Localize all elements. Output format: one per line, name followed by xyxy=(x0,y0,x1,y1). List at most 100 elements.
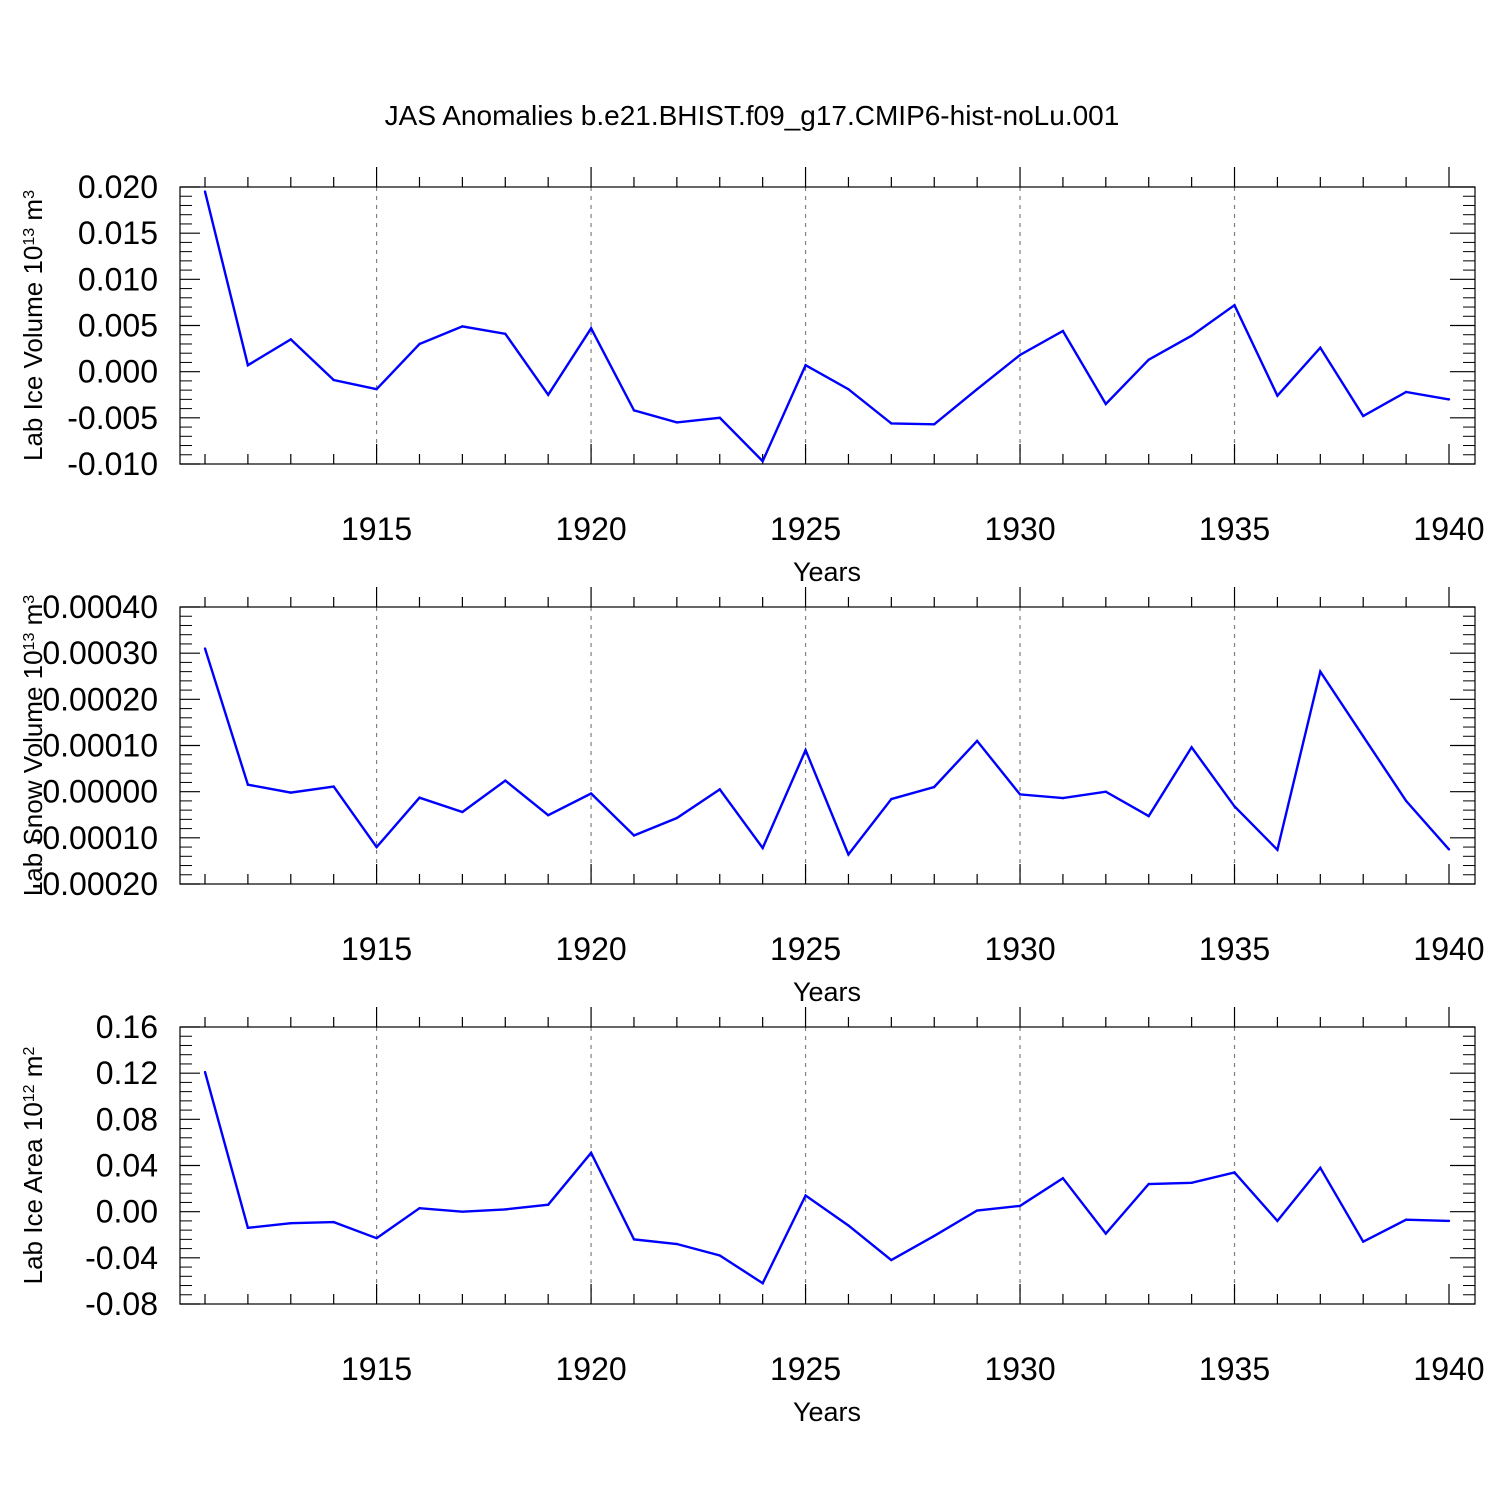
data-point xyxy=(675,421,679,424)
chart-panel-1: -0.010 -0.005 0.000 0.005 0.010 0.015 0.020 191… xyxy=(18,167,1485,587)
panels-group: -0.010 -0.005 0.000 0.005 0.010 0.015 0.020 191… xyxy=(18,167,1485,1427)
data-point xyxy=(289,338,292,341)
data-point xyxy=(890,1258,893,1262)
chart-panel-2: -0.00020 -0.00010 0.00000 0.00010 0.00020 0.0… xyxy=(18,587,1485,1007)
x-tick-label: 1935 xyxy=(1199,1351,1270,1387)
data-point xyxy=(632,1238,636,1241)
series-line xyxy=(203,1071,1450,1285)
y-tick-label: 0.00000 xyxy=(42,774,158,810)
data-point xyxy=(1190,746,1193,749)
data-point xyxy=(1404,799,1408,803)
data-point xyxy=(847,388,850,391)
data-point xyxy=(1404,1218,1408,1221)
y-tick-label: 0.015 xyxy=(78,215,158,251)
y-axis-label-text: m xyxy=(18,199,48,228)
y-axis-label-text: m xyxy=(18,1056,48,1085)
y-tick-label: 0.16 xyxy=(96,1009,158,1045)
x-tick-label: 1940 xyxy=(1413,511,1484,547)
data-point xyxy=(461,325,464,328)
data-point xyxy=(504,1208,507,1211)
chart-panel-3: -0.08 -0.04 0.00 0.04 0.08 0.12 0.16 1915 1920 19… xyxy=(18,1007,1485,1427)
data-point xyxy=(1319,1166,1322,1170)
y-tick-label: 0.00040 xyxy=(42,589,158,625)
data-point xyxy=(332,378,335,382)
data-point xyxy=(1233,805,1236,808)
data-point xyxy=(761,846,764,850)
data-point xyxy=(761,460,764,463)
data-point xyxy=(332,785,335,788)
plot-frame xyxy=(179,1026,1476,1305)
data-point xyxy=(375,845,378,849)
data-point xyxy=(1447,398,1451,401)
data-point xyxy=(1362,1240,1365,1243)
data-point xyxy=(1276,1219,1279,1223)
y-tick-label: 0.00020 xyxy=(42,681,158,717)
y-axis-label: Lab Ice Area 1012 m2 xyxy=(18,1047,48,1285)
x-tick-label: 1925 xyxy=(770,511,841,547)
y-tick-label: 0.12 xyxy=(96,1055,158,1091)
data-point xyxy=(1104,790,1108,793)
y-axis-label-text: Lab Ice Area 10 xyxy=(18,1102,48,1284)
data-point xyxy=(1319,670,1322,673)
x-tick-label: 1915 xyxy=(341,1351,412,1387)
y-tick-label: 0.04 xyxy=(96,1148,158,1184)
y-tick-label: -0.04 xyxy=(85,1240,158,1276)
data-point xyxy=(761,1282,764,1285)
y-tick-label: 0.00 xyxy=(96,1194,158,1230)
data-point xyxy=(546,393,550,396)
data-point xyxy=(632,409,636,412)
data-point xyxy=(804,1194,807,1197)
data-point xyxy=(1061,329,1065,333)
x-tick-label: 1925 xyxy=(770,1351,841,1387)
y-tick-label: -0.00020 xyxy=(32,866,158,902)
y-tick-label: 0.005 xyxy=(78,308,158,344)
y-axis-label: Lab Ice Volume 1013 m3 xyxy=(18,190,48,461)
figure-title: JAS Anomalies b.e21.BHIST.f09_g17.CMIP6-… xyxy=(385,100,1120,131)
x-tick-label: 1925 xyxy=(770,931,841,967)
series-line xyxy=(203,191,1450,464)
data-point xyxy=(718,416,721,420)
y-tick-label: 0.010 xyxy=(78,261,158,297)
y-axis-label-superscript: 2 xyxy=(21,1047,38,1056)
data-point xyxy=(1404,390,1408,394)
data-point xyxy=(1447,1219,1451,1223)
y-tick-label: 0.00030 xyxy=(42,635,158,671)
data-point xyxy=(589,1151,593,1155)
data-point xyxy=(203,190,207,193)
data-point xyxy=(589,792,593,795)
y-tick-label: -0.010 xyxy=(67,446,158,482)
data-point xyxy=(1104,402,1108,406)
series-line xyxy=(203,648,1450,857)
y-axis-label-superscript: 13 xyxy=(21,228,38,246)
data-point xyxy=(1061,796,1065,800)
data-point xyxy=(1018,1204,1022,1208)
y-tick-label: 0.08 xyxy=(96,1101,158,1137)
data-point xyxy=(1061,1176,1065,1180)
y-axis-label-superscript: 3 xyxy=(21,595,38,604)
x-tick-label: 1915 xyxy=(341,931,412,967)
x-tick-label: 1920 xyxy=(555,1351,626,1387)
y-tick-label: -0.005 xyxy=(67,400,158,436)
x-tick-label: 1920 xyxy=(555,931,626,967)
data-point xyxy=(589,327,593,330)
y-axis-label-text: Lab Ice Volume 10 xyxy=(18,246,48,461)
data-point xyxy=(504,332,507,336)
data-point xyxy=(975,1209,979,1212)
data-point xyxy=(1018,793,1022,796)
data-point xyxy=(1104,1232,1108,1235)
data-point xyxy=(418,796,421,799)
data-point xyxy=(718,1254,721,1257)
data-point xyxy=(1190,334,1193,337)
data-point xyxy=(975,388,979,391)
data-point xyxy=(418,342,421,346)
y-tick-label: 0.020 xyxy=(78,169,158,205)
data-point xyxy=(933,423,936,426)
y-tick-label: -0.00010 xyxy=(32,820,158,856)
y-tick-label: 0.00010 xyxy=(42,728,158,764)
x-tick-label: 1930 xyxy=(984,1351,1055,1387)
data-point xyxy=(375,1237,378,1240)
x-axis-label: Years xyxy=(793,977,861,1007)
data-point xyxy=(804,364,807,367)
data-point xyxy=(203,647,207,650)
plot-frame xyxy=(179,186,1476,465)
